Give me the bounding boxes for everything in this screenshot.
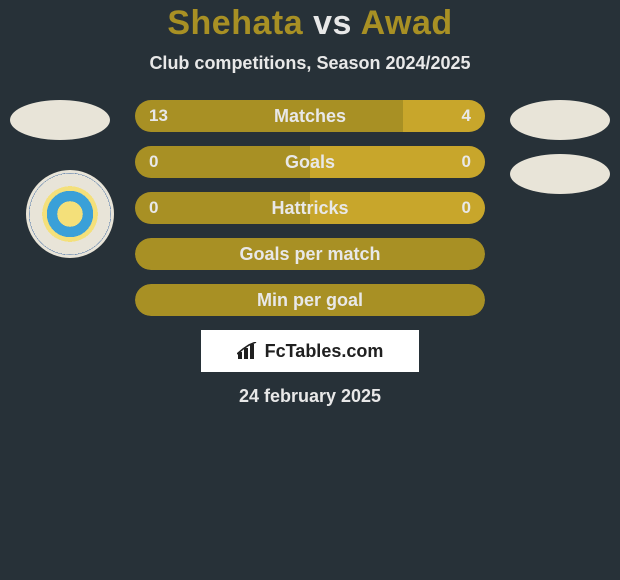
player1-name: Shehata [167, 4, 303, 42]
player2-name: Awad [361, 4, 453, 42]
stat-label: Min per goal [135, 284, 485, 316]
stat-row-min-per-goal: Min per goal [135, 284, 485, 316]
stat-value-right: 0 [462, 152, 471, 172]
vs-separator: vs [313, 4, 352, 42]
stat-row-goals-per-match: Goals per match [135, 238, 485, 270]
stat-value-right: 0 [462, 198, 471, 218]
stat-value-left: 13 [149, 106, 168, 126]
page-title: Shehata vs Awad [0, 4, 620, 43]
stat-bar-right: 0 [310, 192, 485, 224]
snapshot-date: 24 february 2025 [0, 386, 620, 407]
bar-chart-icon [237, 342, 259, 360]
stat-bar-left: 0 [135, 192, 310, 224]
subtitle: Club competitions, Season 2024/2025 [0, 53, 620, 74]
player2-logo-top [510, 100, 610, 140]
stat-bar-right: 0 [310, 146, 485, 178]
stat-bar-left: 13 [135, 100, 403, 132]
comparison-body: 134Matches00Goals00HattricksGoals per ma… [0, 100, 620, 316]
stat-bar-left: 0 [135, 146, 310, 178]
club-badge-icon [26, 170, 114, 258]
stat-row-matches: 134Matches [135, 100, 485, 132]
stat-value-right: 4 [462, 106, 471, 126]
comparison-card: Shehata vs Awad Club competitions, Seaso… [0, 0, 620, 407]
brand-text: FcTables.com [265, 341, 384, 362]
stat-bar-right: 4 [403, 100, 485, 132]
brand-box[interactable]: FcTables.com [201, 330, 419, 372]
stat-bars: 134Matches00Goals00HattricksGoals per ma… [135, 100, 485, 316]
stat-row-hattricks: 00Hattricks [135, 192, 485, 224]
player1-logo-top [10, 100, 110, 140]
player2-logo-second [510, 154, 610, 194]
player1-club-badge [26, 170, 114, 258]
stat-label: Goals per match [135, 238, 485, 270]
stat-value-left: 0 [149, 198, 158, 218]
stat-row-goals: 00Goals [135, 146, 485, 178]
stat-value-left: 0 [149, 152, 158, 172]
